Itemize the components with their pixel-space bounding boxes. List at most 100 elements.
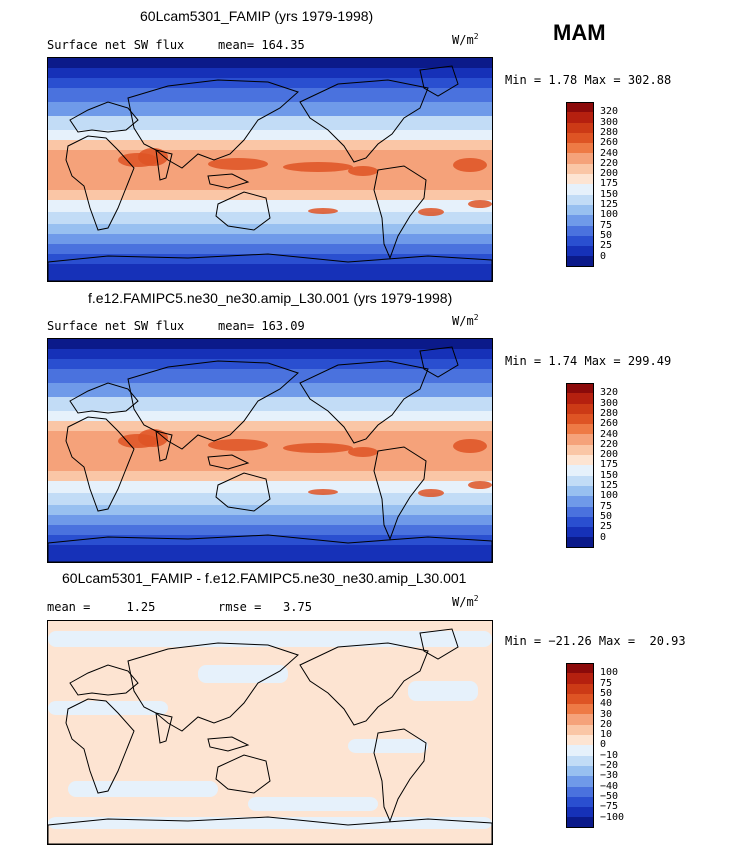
panel-3-units: W/m2 <box>452 594 479 609</box>
colorbar-tick-label: 75 <box>600 219 613 231</box>
colorbar-swatch <box>566 683 594 694</box>
panel-1-colorbar <box>566 102 594 267</box>
colorbar-swatch <box>566 413 594 425</box>
colorbar-swatch <box>566 403 594 414</box>
colorbar-tick-label: 125 <box>600 480 619 491</box>
colorbar-swatch <box>566 673 594 684</box>
colorbar-tick-label: −75 <box>600 801 619 813</box>
colorbar-swatch <box>566 424 594 435</box>
colorbar-tick-label: 10 <box>600 729 613 741</box>
colorbar-swatch <box>566 132 594 144</box>
colorbar-swatch <box>566 393 594 404</box>
colorbar-tick-label: 300 <box>600 397 619 409</box>
colorbar-swatch <box>566 434 594 445</box>
colorbar-swatch <box>566 714 594 725</box>
colorbar-swatch <box>566 235 594 247</box>
colorbar-tick-label: −40 <box>600 780 619 792</box>
colorbar-tick-label: 150 <box>600 188 619 200</box>
colorbar-swatch <box>566 174 594 185</box>
panel-1-mean-value: 164.35 <box>261 38 305 52</box>
colorbar-swatch <box>566 383 594 394</box>
colorbar-tick-label: 0 <box>600 250 607 262</box>
colorbar-tick-label: 220 <box>600 438 619 450</box>
panel-3-map <box>47 620 493 845</box>
panel-3-mean-label: mean = 1.25 <box>47 600 156 614</box>
colorbar-swatch <box>566 143 594 154</box>
colorbar-tick-label: 260 <box>600 137 619 149</box>
colorbar-tick-label: 280 <box>600 126 619 138</box>
colorbar-tick-label: −100 <box>600 811 625 823</box>
colorbar-tick-label: 320 <box>600 106 619 118</box>
colorbar-tick-label: 30 <box>600 708 613 720</box>
panel-1-variable-label: Surface net SW flux <box>47 38 185 52</box>
colorbar-tick-label: 175 <box>600 459 619 471</box>
colorbar-tick-label: 300 <box>600 116 619 128</box>
panel-3-minmax: Min = −21.26 Max = 20.93 <box>505 634 686 648</box>
colorbar-swatch <box>566 496 594 507</box>
colorbar-swatch <box>566 516 594 528</box>
colorbar-tick-label: 200 <box>600 168 619 180</box>
colorbar-swatch <box>566 765 594 777</box>
colorbar-tick-label: 280 <box>600 407 619 419</box>
colorbar-swatch <box>566 776 594 787</box>
colorbar-swatch <box>566 724 594 736</box>
colorbar-swatch <box>566 246 594 257</box>
colorbar-tick-label: 320 <box>600 387 619 399</box>
colorbar-swatch <box>566 506 594 517</box>
colorbar-swatch <box>566 796 594 808</box>
colorbar-swatch <box>566 817 594 828</box>
colorbar-swatch <box>566 693 594 705</box>
panel-3-colorbar <box>566 663 594 828</box>
colorbar-tick-label: 50 <box>600 510 613 522</box>
colorbar-swatch <box>566 755 594 766</box>
colorbar-swatch <box>566 256 594 267</box>
colorbar-tick-label: 175 <box>600 178 619 190</box>
colorbar-tick-label: 40 <box>600 698 613 710</box>
colorbar-tick-label: 50 <box>600 687 613 699</box>
colorbar-tick-label: 75 <box>600 677 613 689</box>
colorbar-swatch <box>566 527 594 538</box>
colorbar-tick-label: 260 <box>600 418 619 430</box>
panel-1-map <box>47 57 493 282</box>
colorbar-swatch <box>566 807 594 818</box>
colorbar-tick-label: 0 <box>600 531 607 543</box>
colorbar-swatch <box>566 122 594 133</box>
colorbar-swatch <box>566 663 594 674</box>
colorbar-tick-label: 20 <box>600 718 613 730</box>
colorbar-swatch <box>566 485 594 497</box>
colorbar-swatch <box>566 184 594 195</box>
panel-3-title: 60Lcam5301_FAMIP - f.e12.FAMIPC5.ne30_ne… <box>62 570 467 586</box>
colorbar-swatch <box>566 444 594 456</box>
panel-2-units: W/m2 <box>452 313 479 328</box>
colorbar-tick-label: −20 <box>600 760 619 771</box>
colorbar-swatch <box>566 194 594 205</box>
colorbar-tick-label: 220 <box>600 157 619 169</box>
colorbar-swatch <box>566 704 594 715</box>
colorbar-tick-label: 240 <box>600 147 619 159</box>
colorbar-tick-label: 240 <box>600 428 619 440</box>
colorbar-swatch <box>566 455 594 466</box>
panel-2-title: f.e12.FAMIPC5.ne30_ne30.amip_L30.001 (yr… <box>88 290 453 306</box>
panel-2-mean-label: mean= 163.09 <box>218 319 305 333</box>
colorbar-tick-label: −50 <box>600 790 619 802</box>
colorbar-tick-label: 0 <box>600 739 607 751</box>
panel-3-rmse-value: 3.75 <box>283 600 312 614</box>
panel-2-minmax: Min = 1.74 Max = 299.49 <box>505 354 672 368</box>
colorbar-tick-label: 25 <box>600 240 613 252</box>
colorbar-tick-label: −10 <box>600 749 619 761</box>
colorbar-swatch <box>566 225 594 236</box>
panel-1-title: 60Lcam5301_FAMIP (yrs 1979-1998) <box>140 8 374 24</box>
colorbar-tick-label: 150 <box>600 469 619 481</box>
colorbar-tick-label: 125 <box>600 199 619 210</box>
colorbar-swatch <box>566 163 594 175</box>
season-label: MAM <box>553 20 606 45</box>
colorbar-swatch <box>566 153 594 164</box>
colorbar-swatch <box>566 745 594 756</box>
colorbar-tick-label: 75 <box>600 500 613 512</box>
colorbar-swatch <box>566 537 594 548</box>
colorbar-tick-label: 100 <box>600 209 619 221</box>
colorbar-swatch <box>566 215 594 226</box>
panel-3-rmse-label: rmse = 3.75 <box>218 600 312 614</box>
colorbar-swatch <box>566 475 594 486</box>
colorbar-tick-label: 25 <box>600 521 613 533</box>
